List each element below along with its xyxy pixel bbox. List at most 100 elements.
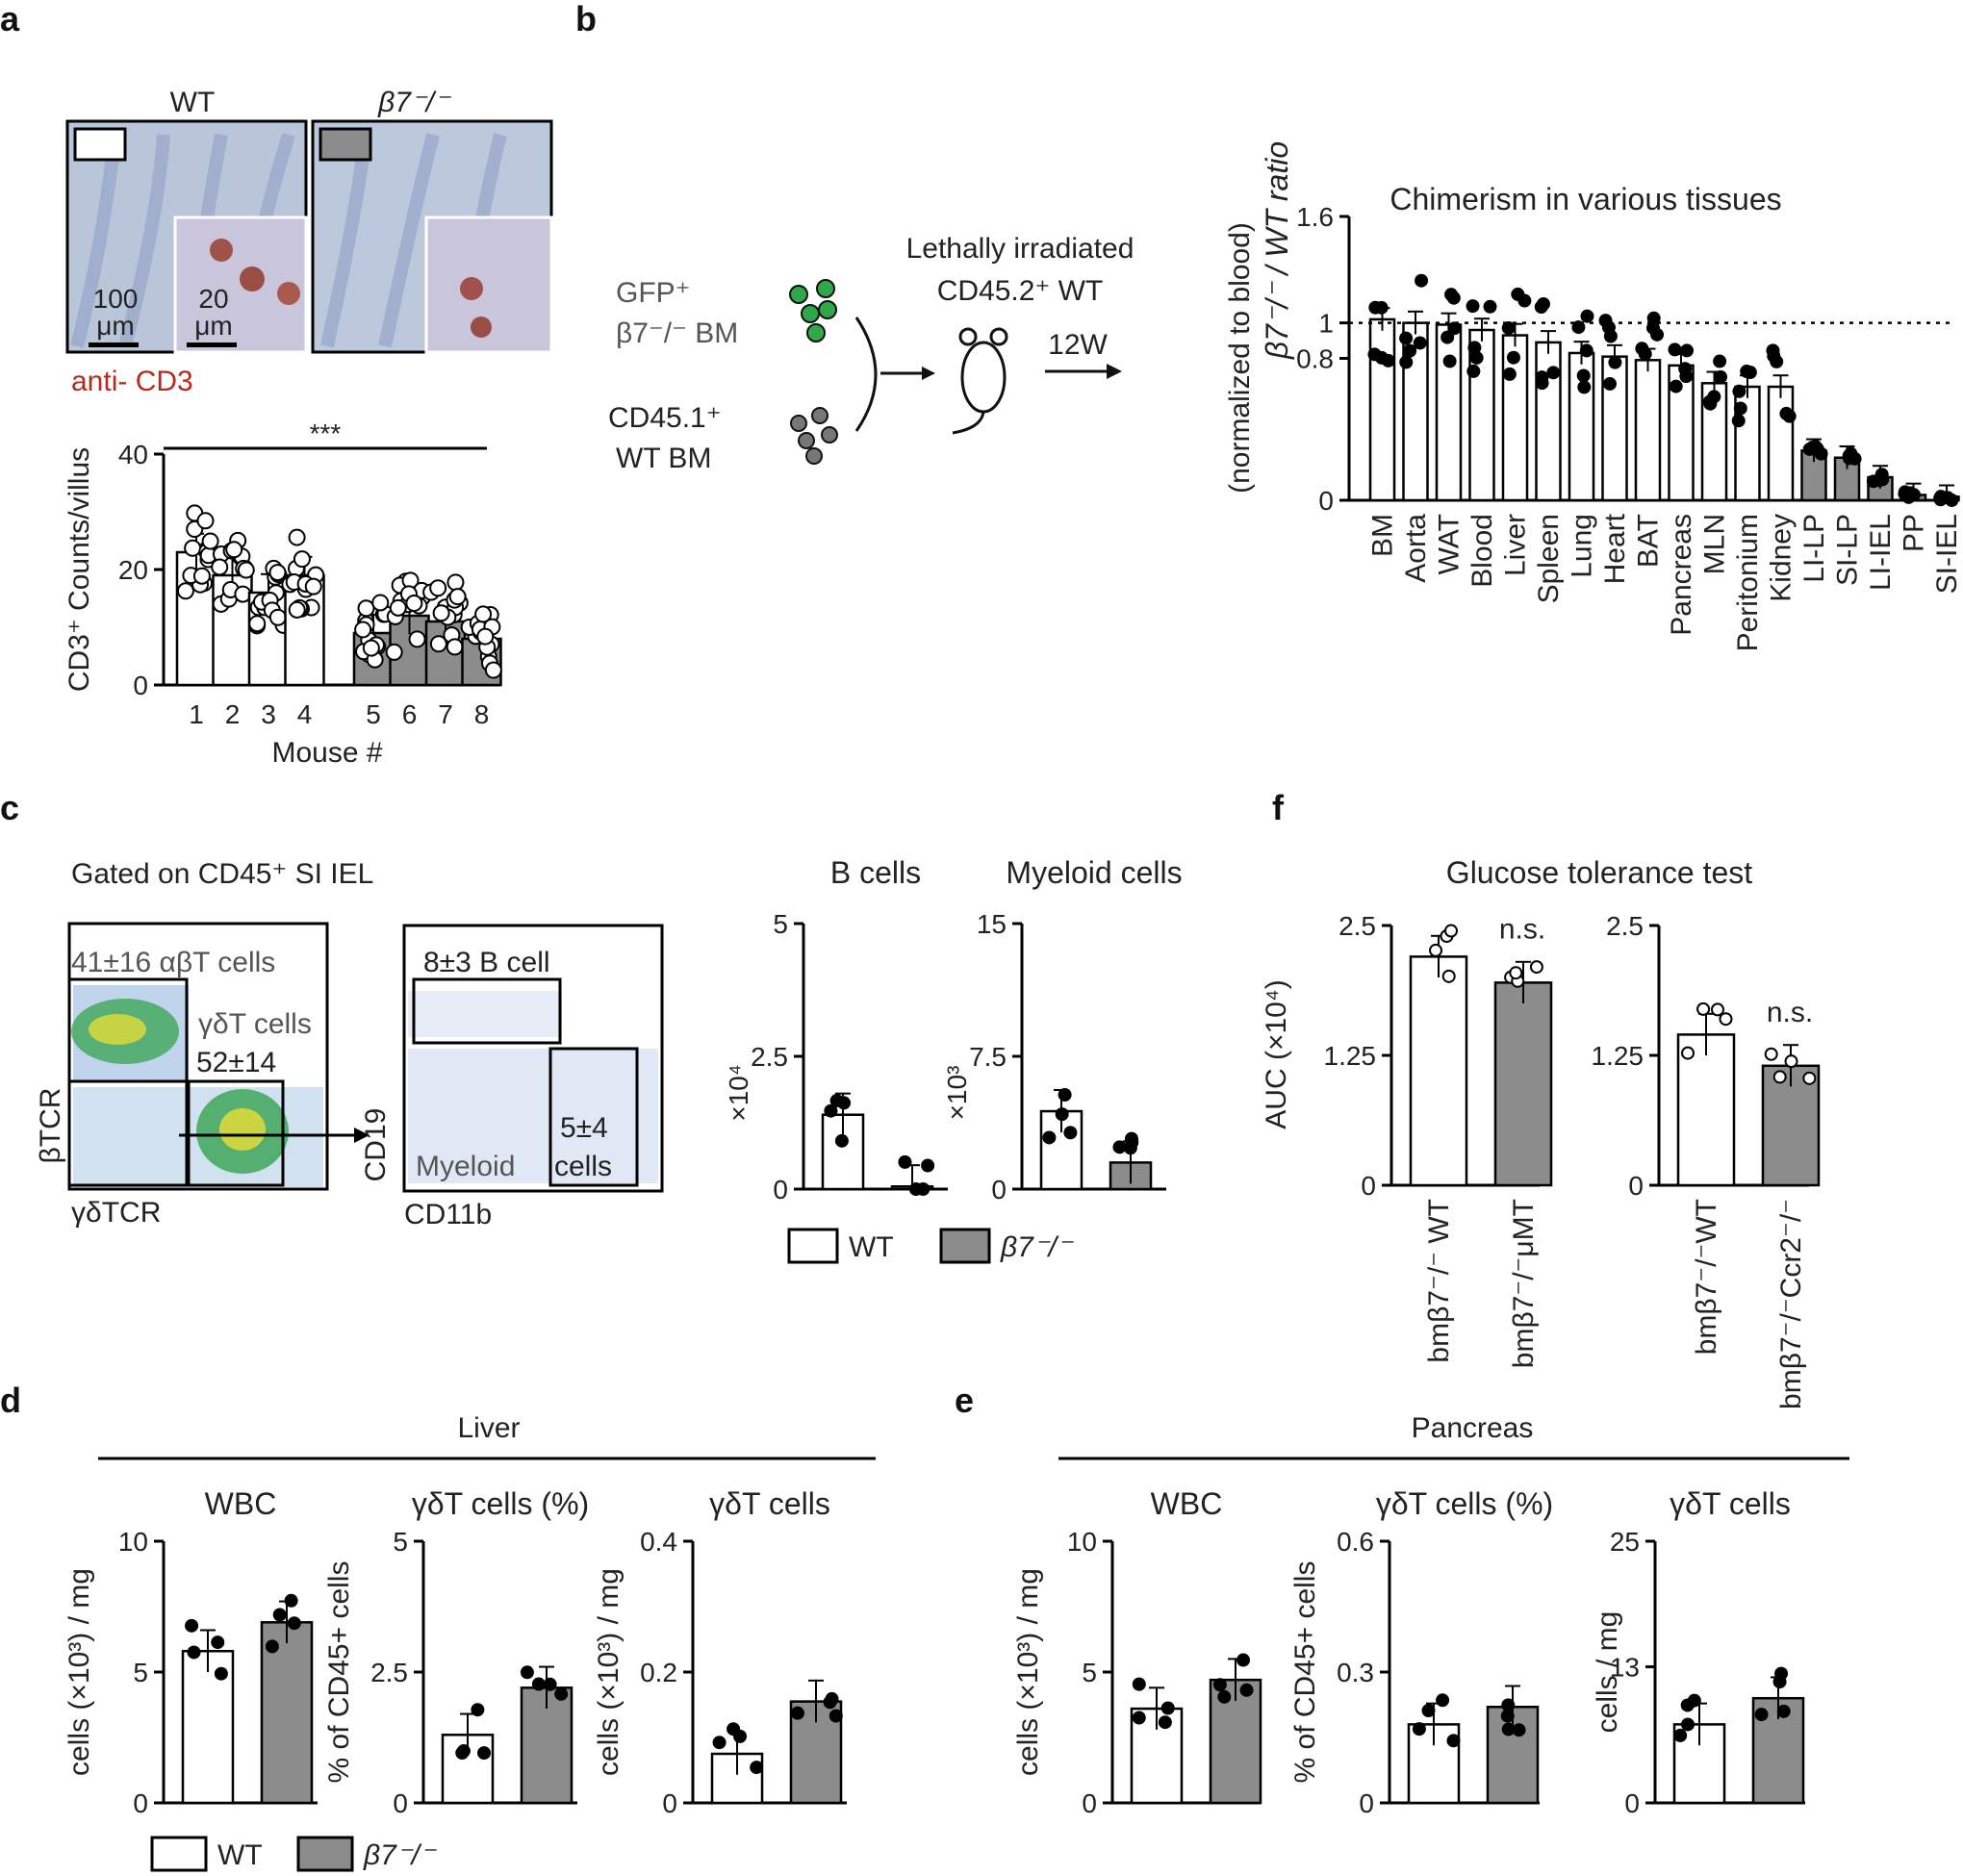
y-tick-label: 2.5 (1338, 911, 1376, 941)
data-point (1436, 1693, 1450, 1708)
data-point (1160, 1701, 1175, 1715)
y-tick-label: 2.5 (1606, 911, 1644, 941)
bar (1493, 981, 1553, 1187)
flow-plot-cd19 (402, 924, 664, 1193)
data-point (1403, 343, 1417, 358)
data-point (214, 1666, 228, 1681)
data-point (1534, 300, 1548, 315)
data-point (304, 577, 322, 596)
data-point (1112, 1140, 1127, 1154)
panel-label-c: c (0, 788, 19, 827)
chart-c-m: 0 7.5 15 Myeloid cells ×10³ (942, 855, 1183, 1204)
y-axis-label: cells (×10³) / mg (64, 1568, 95, 1776)
data-point (1444, 924, 1459, 938)
legend-wt-label: WT (217, 1839, 263, 1871)
data-point (1063, 1126, 1078, 1140)
data-point (184, 539, 202, 557)
data-point (432, 604, 450, 622)
data-point (287, 1616, 301, 1631)
cd3-cell (240, 266, 265, 292)
chart-title: Chimerism in various tissues (1389, 182, 1781, 216)
x-tick-label: 3 (261, 699, 276, 729)
myeloid-label: Myeloid (416, 1151, 515, 1182)
data-point (265, 1639, 279, 1654)
histology-ko-label: β7⁻/⁻ (377, 87, 451, 118)
data-point (1802, 1071, 1817, 1085)
x-tick-label: 1 (189, 699, 204, 729)
x-tick-label: BAT (1633, 514, 1665, 568)
chart-title: γδT cells (1670, 1486, 1791, 1521)
y-axis-label-bottom: (normalized to blood) (1224, 222, 1256, 494)
data-point (1446, 1734, 1461, 1748)
wt-cell (790, 415, 807, 432)
data-point (825, 1691, 839, 1706)
data-point (824, 1103, 838, 1118)
data-point (268, 608, 287, 626)
flow-plots: Gated on CD45⁺ SI IEL 41±16 αβT cells γδ… (35, 858, 664, 1230)
data-point (1058, 1087, 1072, 1102)
y-tick-label: 2.5 (751, 1042, 788, 1072)
x-tick-label: Liver (1500, 514, 1532, 576)
gd-gate (187, 1079, 285, 1187)
y-tick-label: 0 (393, 1788, 408, 1818)
mouse-ear (958, 327, 978, 346)
data-point (456, 1744, 471, 1759)
data-point (1635, 342, 1649, 356)
y-tick-label: 13 (1610, 1653, 1640, 1683)
chart-title: γδT cells (%) (1376, 1486, 1553, 1521)
y-tick-label: 0.3 (1337, 1658, 1374, 1687)
panel-label-d: d (0, 1381, 21, 1420)
data-point (1500, 1709, 1515, 1723)
chart-f2: 0 1.25 2.5 bmβ7⁻/⁻WT bmβ7⁻/⁻Ccr2⁻/⁻ n.s. (1592, 911, 1821, 1409)
y-tick-label: 0 (133, 671, 148, 700)
data-point (1874, 468, 1889, 482)
recipient-line2: CD45.2⁺ WT (937, 275, 1104, 307)
y-tick-label: 0 (1628, 1171, 1644, 1201)
data-point (1511, 287, 1525, 301)
x-tick-label: SI-LP (1832, 514, 1864, 586)
data-point (1158, 1715, 1172, 1730)
data-point (272, 1608, 287, 1622)
data-point (921, 1158, 935, 1173)
data-point (1441, 969, 1456, 983)
data-point (284, 1593, 298, 1608)
y-tick-label: 0.6 (1337, 1527, 1374, 1557)
b7-bm-label: β7⁻/⁻ BM (616, 317, 738, 349)
chart-b: 0 0.8 1 1.6 Chimerism in various tissues BM Ao… (1224, 141, 1963, 652)
legend-ko-swatch (939, 1228, 991, 1264)
cd3-cell (277, 282, 300, 305)
data-point (268, 564, 287, 582)
chart-a: 0 20 40 CD3⁺ Counts/villus 1 2 3 4 5 6 7 8 Mouse # **… (64, 418, 502, 769)
data-point (554, 1686, 569, 1701)
y-tick-label: 0 (1318, 486, 1334, 516)
y-tick-label: 0 (1082, 1788, 1097, 1818)
data-point (1466, 364, 1481, 378)
data-point (1772, 1070, 1787, 1084)
chart-e2: 0 0.3 0.6 % of CD45+ cells γδT cells (%) (1289, 1486, 1553, 1818)
bar (1634, 359, 1662, 502)
panel-label-f: f (1272, 788, 1285, 827)
y-tick-label: 25 (1610, 1527, 1640, 1557)
x-tick-label: 2 (225, 699, 241, 729)
data-point (750, 1761, 764, 1775)
data-point (1784, 1054, 1798, 1069)
data-point (1608, 355, 1622, 369)
merge-curve (854, 317, 878, 432)
cd3-cell (460, 277, 483, 300)
data-point (1580, 309, 1594, 323)
y-axis-label: % of CD45+ cells (1289, 1561, 1321, 1784)
data-point (1602, 376, 1617, 391)
y-axis-label: cells (×10³) / mg (593, 1568, 625, 1776)
legend-ko-label: β7⁻/⁻ (363, 1839, 437, 1871)
data-point (829, 1709, 843, 1723)
wt-bm-label: WT BM (616, 443, 711, 474)
data-point (1368, 300, 1383, 315)
chart-title: WBC (205, 1486, 277, 1521)
data-point (1440, 330, 1455, 344)
data-point (1236, 1653, 1251, 1667)
data-point (1399, 331, 1414, 345)
pancreas-section-title: Pancreas (1412, 1412, 1534, 1444)
merge-arrowhead (922, 367, 935, 380)
y-tick-label: 0 (991, 1175, 1007, 1204)
